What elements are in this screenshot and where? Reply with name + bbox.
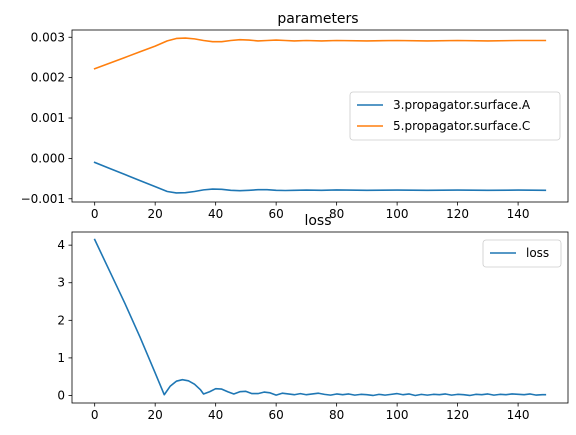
legend-label: loss (526, 246, 549, 260)
x-tick-label: 120 (446, 408, 469, 422)
y-tick-label: 0 (57, 388, 65, 402)
x-tick-label: 40 (208, 408, 223, 422)
series-line-3-propagator-surface-a (93, 161, 547, 194)
loss-subplot: loss 0 20 40 60 80 100 120 140 0 1 2 3 4 loss (57, 213, 569, 422)
loss-axes-frame (71, 231, 569, 404)
y-tick-label: 1 (57, 351, 65, 365)
x-tick-label: 0 (91, 408, 99, 422)
parameters-axes-frame (71, 29, 569, 203)
y-tick-label: 4 (57, 238, 65, 252)
x-tick-label: 100 (386, 207, 409, 221)
x-tick-label: 100 (386, 408, 409, 422)
y-tick-label: 0.002 (31, 71, 65, 85)
loss-title: loss (304, 213, 331, 229)
x-tick-label: 60 (269, 207, 284, 221)
legend-label: 5.propagator.surface.C (393, 119, 530, 133)
y-tick-label: 2 (57, 313, 65, 327)
x-tick-label: 60 (269, 408, 284, 422)
y-tick-label: 0.003 (31, 30, 65, 44)
legend-box (349, 91, 561, 141)
x-tick-label: 80 (329, 408, 344, 422)
y-tick-label: 0.000 (31, 151, 65, 165)
x-tick-label: 20 (148, 207, 163, 221)
y-tick-label: −0.001 (21, 192, 65, 206)
y-tick-label: 0.001 (31, 111, 65, 125)
x-tick-label: 140 (507, 207, 530, 221)
series-line-5-propagator-surface-c (93, 37, 547, 70)
series-line-loss (93, 238, 547, 397)
x-tick-label: 140 (507, 408, 530, 422)
y-tick-label: 3 (57, 276, 65, 290)
parameters-title: parameters (277, 11, 358, 27)
x-tick-label: 0 (91, 207, 99, 221)
x-tick-label: 20 (148, 408, 163, 422)
legend-label: 3.propagator.surface.A (393, 98, 531, 112)
parameters-subplot: parameters 0 20 40 60 80 100 120 140 −0.001 0.000… (21, 11, 569, 221)
x-tick-label: 120 (446, 207, 469, 221)
x-tick-label: 80 (329, 207, 344, 221)
legend-box (482, 239, 562, 268)
x-tick-label: 40 (208, 207, 223, 221)
